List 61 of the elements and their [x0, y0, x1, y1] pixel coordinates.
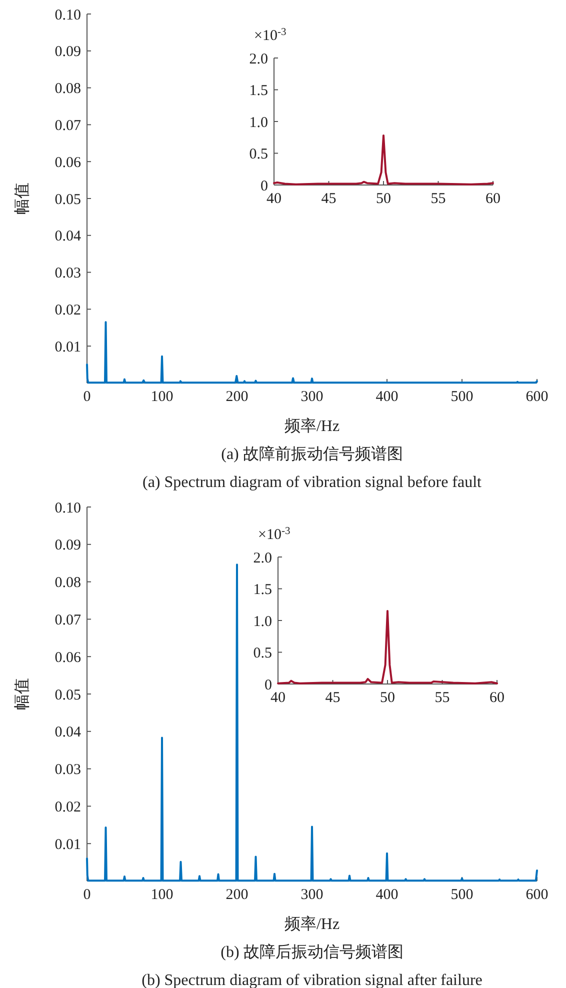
y-tick-label: 1.5	[253, 582, 272, 598]
y-tick-label: 0.04	[54, 228, 82, 245]
y-axis-title: 幅值	[14, 182, 31, 214]
y-axis-title: 幅值	[14, 678, 31, 710]
y-tick-label: 0.04	[54, 724, 82, 741]
x-tick-label: 500	[450, 887, 474, 903]
x-tick-label: 60	[486, 191, 500, 207]
y-tick-label: 0.01	[54, 836, 81, 853]
y-tick-label: 0.08	[54, 575, 81, 592]
text: (a) Spectrum diagram of vibration signal before fault	[142, 474, 482, 491]
x-tick-label: 600	[526, 887, 548, 903]
y-tick-label: 0.06	[54, 650, 82, 666]
x-tick-label: 50	[380, 690, 395, 706]
x-tick-label: 100	[150, 389, 174, 405]
y-tick-label: 0.05	[54, 687, 81, 704]
annotation: ×10$^{-3}$	[254, 26, 286, 44]
y-tick-label: 0.02	[54, 799, 81, 816]
y-tick-label: 1.0	[249, 114, 268, 131]
y-tick-label: 0.02	[54, 302, 81, 318]
y-tick-label: 0.07	[54, 118, 82, 134]
y-tick-label: 0.06	[54, 154, 82, 171]
x-axis-title: 频率/Hz	[284, 915, 340, 933]
y-tick-label: 1.5	[249, 83, 268, 99]
x-tick-label: 60	[490, 690, 504, 706]
text: (b) 故障后振动信号频谱图	[220, 943, 404, 961]
y-tick-label: 0.03	[54, 762, 81, 778]
y-tick-label: 0	[260, 178, 268, 194]
x-tick-label: 200	[226, 389, 248, 405]
y-tick-label: 0.05	[54, 192, 81, 208]
y-tick-label: 1.0	[253, 614, 272, 630]
x-tick-label: 55	[430, 191, 446, 207]
x-tick-label: 400	[376, 389, 398, 405]
y-tick-label: 0.5	[253, 646, 272, 662]
x-axis-title: 频率/Hz	[284, 417, 340, 435]
y-tick-label: 0.10	[54, 7, 81, 24]
y-tick-label: 0	[264, 677, 272, 694]
y-tick-label: 0.09	[54, 44, 81, 60]
x-tick-label: 55	[434, 690, 450, 706]
y-tick-label: 0.03	[54, 266, 81, 282]
x-tick-label: 200	[226, 887, 248, 903]
annotation: ×10$^{-3}$	[258, 526, 290, 543]
x-tick-label: 500	[450, 389, 474, 405]
y-tick-label: 2.0	[249, 51, 268, 68]
y-tick-label: 0.07	[54, 612, 82, 628]
x-tick-label: 45	[325, 690, 340, 706]
y-tick-label: 0.01	[54, 339, 81, 356]
y-tick-label: 0.08	[54, 81, 81, 98]
y-tick-label: 0.10	[54, 500, 81, 516]
x-tick-label: 40	[266, 191, 282, 207]
x-tick-label: 50	[376, 191, 391, 207]
x-tick-label: 600	[526, 389, 548, 405]
y-tick-label: 0.5	[249, 146, 268, 162]
x-tick-label: 300	[300, 887, 324, 903]
x-tick-label: 40	[270, 690, 286, 706]
x-tick-label: 45	[321, 191, 336, 207]
x-tick-label: 400	[376, 887, 398, 903]
x-tick-label: 100	[150, 887, 174, 903]
text: (a) 故障前振动信号频谱图	[221, 445, 403, 463]
y-tick-label: 0.09	[54, 538, 81, 554]
x-tick-label: 300	[300, 389, 324, 405]
y-tick-label: 2.0	[253, 550, 272, 566]
